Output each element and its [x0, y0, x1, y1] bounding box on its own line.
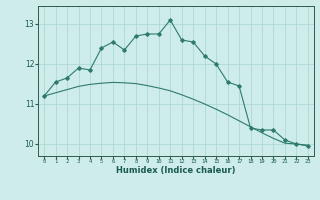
X-axis label: Humidex (Indice chaleur): Humidex (Indice chaleur) — [116, 166, 236, 175]
